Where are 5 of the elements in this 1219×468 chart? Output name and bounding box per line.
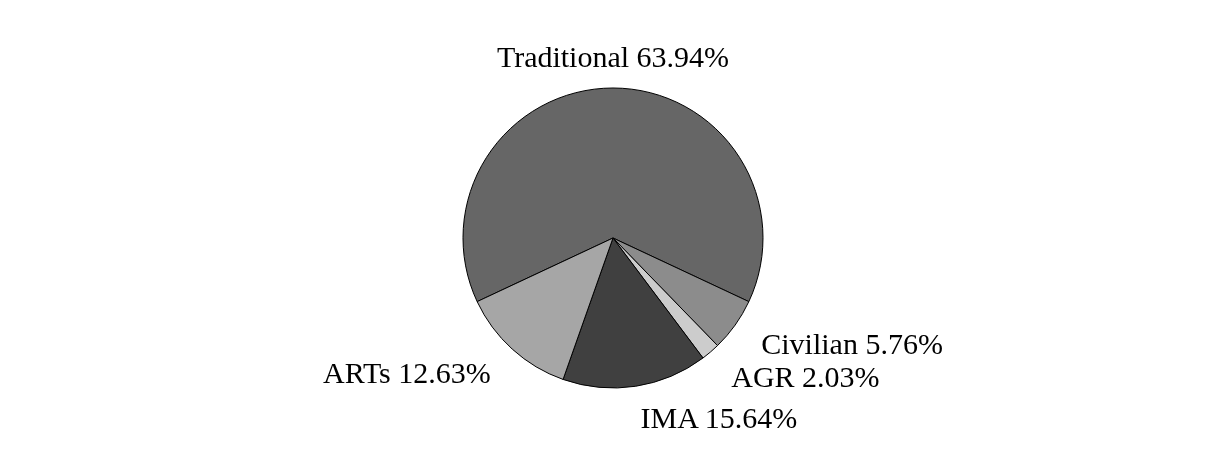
slice-label: ARTs 12.63% (323, 356, 491, 390)
slice-label: Civilian 5.76% (761, 327, 943, 361)
slice-label: AGR 2.03% (731, 359, 880, 393)
slice-label: IMA 15.64% (640, 401, 798, 435)
slice-label: Traditional 63.94% (496, 39, 730, 73)
